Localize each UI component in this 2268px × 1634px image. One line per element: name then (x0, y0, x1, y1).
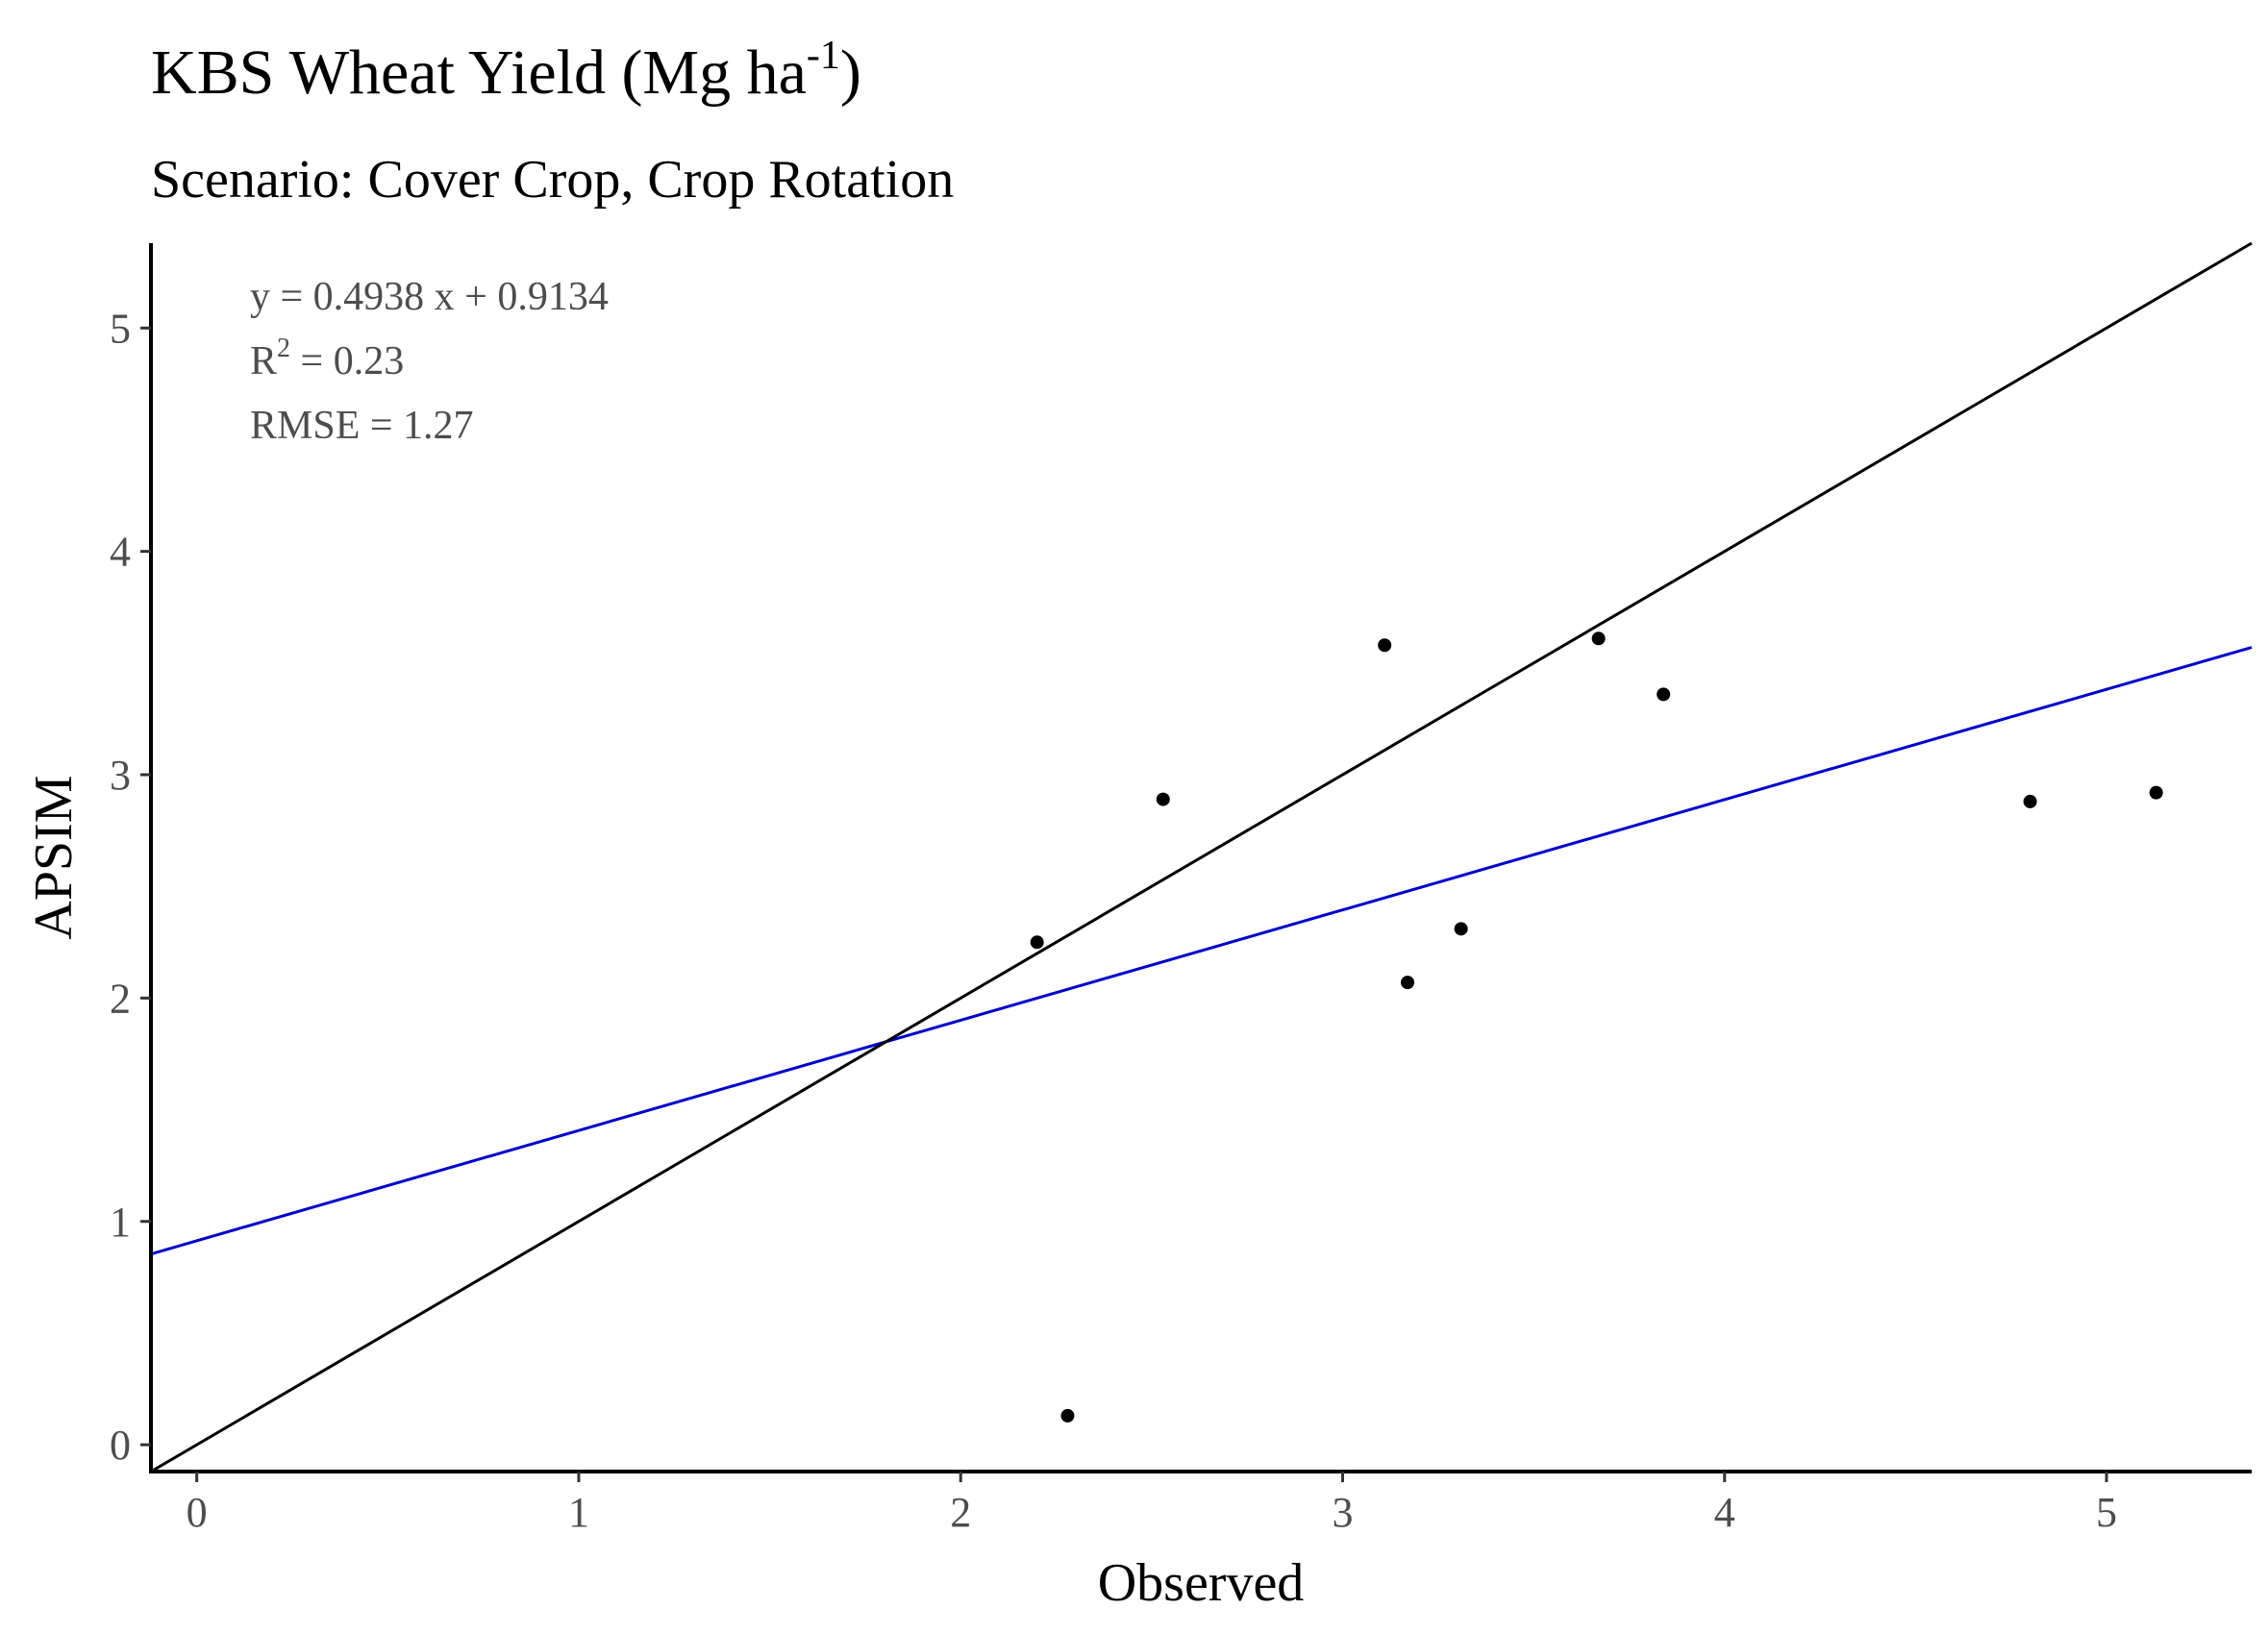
y-tick-label: 4 (110, 529, 131, 576)
x-tick-label: 1 (568, 1489, 589, 1536)
data-point (1454, 922, 1468, 936)
y-tick-label: 0 (110, 1422, 131, 1469)
y-tick-label: 2 (110, 975, 131, 1022)
data-point (1657, 687, 1671, 702)
y-axis-title: APSIM (24, 775, 84, 939)
data-point (1030, 935, 1044, 950)
x-tick-label: 3 (1332, 1489, 1353, 1536)
data-point (1156, 792, 1170, 806)
data-point (1378, 638, 1392, 653)
r-squared-value: = 0.23 (290, 339, 404, 384)
data-point (1401, 976, 1415, 990)
y-axis-ticks: 0 1 2 3 4 5 (110, 305, 151, 1469)
x-axis-ticks: 0 1 2 3 4 5 (187, 1472, 2117, 1536)
data-point (1060, 1408, 1075, 1423)
y-tick-label: 3 (110, 752, 131, 799)
regression-line (150, 646, 2253, 1256)
chart-title-superscript: -1 (807, 34, 840, 78)
x-axis-title: Observed (1098, 1553, 1305, 1613)
identity-line (150, 241, 2253, 1473)
x-tick-label: 5 (2096, 1489, 2117, 1536)
regression-line-layer (150, 646, 2253, 1256)
r-squared-superscript: 2 (277, 334, 290, 363)
r-squared-label: R2 = 0.23 (250, 334, 404, 384)
x-tick-label: 0 (187, 1489, 208, 1536)
chart-subtitle: Scenario: Cover Crop, Crop Rotation (151, 150, 954, 210)
data-point (2149, 785, 2163, 800)
regression-equation-label: y = 0.4938 x + 0.9134 (250, 275, 609, 319)
y-tick-label: 1 (110, 1199, 131, 1246)
identity-line-layer (150, 241, 2253, 1473)
chart-title: KBS Wheat Yield (Mg ha-1) (151, 34, 861, 108)
r-squared-prefix: R (250, 339, 277, 384)
x-tick-label: 2 (950, 1489, 971, 1536)
data-points (1030, 631, 2163, 1423)
y-tick-label: 5 (110, 305, 131, 352)
chart-title-main: KBS Wheat Yield (Mg ha (151, 37, 807, 108)
rmse-label: RMSE = 1.27 (250, 404, 474, 448)
x-tick-label: 4 (1714, 1489, 1735, 1536)
data-point (1591, 631, 1606, 646)
data-point (2023, 794, 2037, 808)
chart-title-suffix: ) (840, 37, 861, 108)
